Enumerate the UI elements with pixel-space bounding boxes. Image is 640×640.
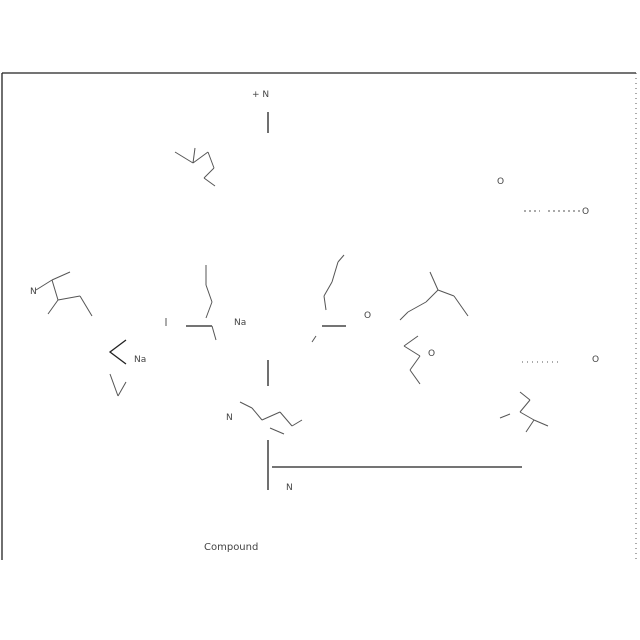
lower-left-chevron bbox=[108, 339, 127, 397]
right-group-label: O bbox=[428, 349, 435, 359]
caption: Compound bbox=[204, 542, 258, 553]
right-group bbox=[399, 271, 469, 385]
upper-right-label-b: O bbox=[582, 207, 589, 217]
center-right-fragment-label: O bbox=[364, 311, 371, 321]
center-left-fragment bbox=[165, 265, 217, 341]
lower-left-fragment-label: Na bbox=[134, 355, 146, 365]
upper-right-label-a: O bbox=[497, 177, 504, 187]
left-group-label: N bbox=[30, 287, 37, 297]
lower-right-fragment bbox=[499, 361, 560, 433]
center-right-fragment bbox=[311, 254, 346, 343]
lower-center-fragment bbox=[239, 401, 303, 435]
top-label: + N bbox=[252, 90, 269, 100]
center-left-fragment-label: Na bbox=[234, 318, 246, 328]
lower-right-label: O bbox=[592, 355, 599, 365]
bottom-label: N bbox=[286, 483, 293, 493]
upper-left-fragment bbox=[174, 147, 216, 187]
left-group bbox=[35, 271, 93, 317]
lower-center-label: N bbox=[226, 413, 233, 423]
